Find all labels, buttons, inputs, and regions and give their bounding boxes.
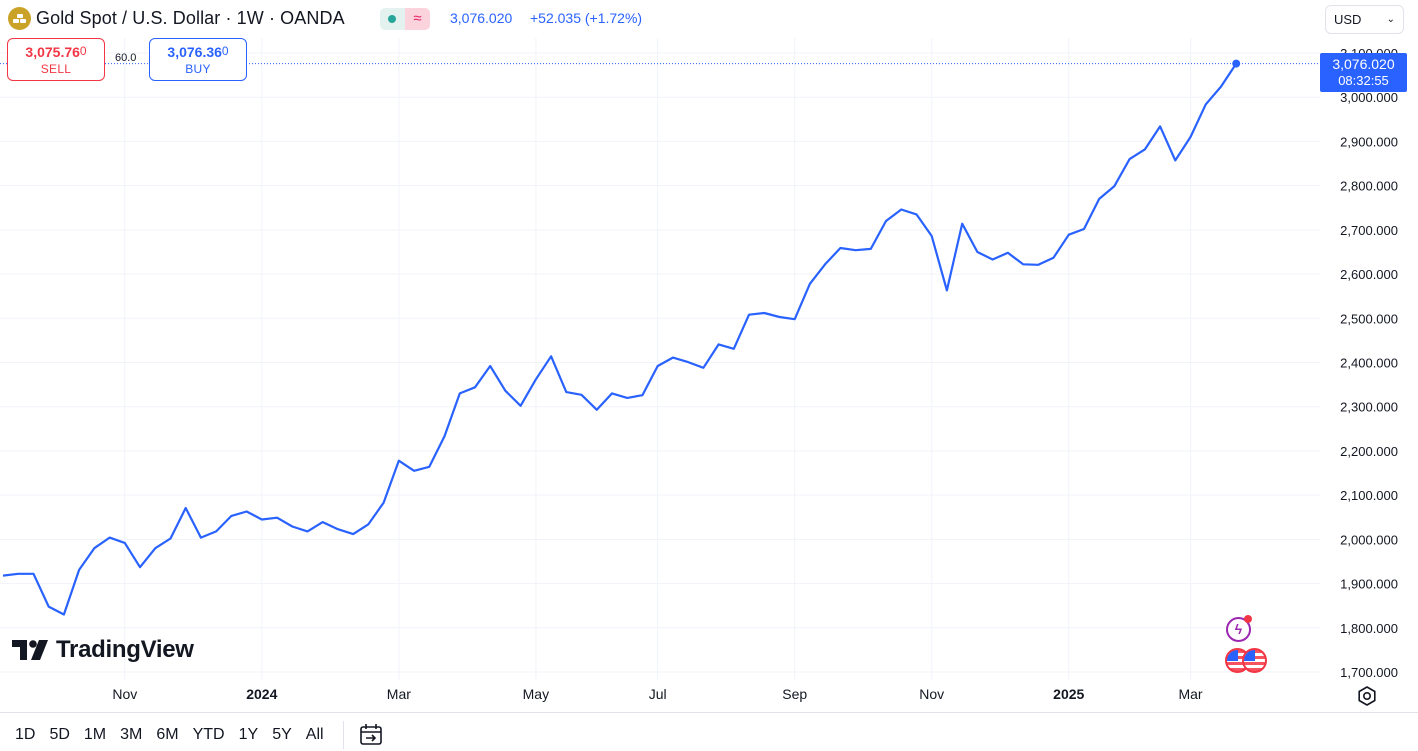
buy-price: 3,076.360 [167, 44, 229, 60]
y-tick-label: 2,100.000 [1340, 488, 1398, 503]
currency-select[interactable]: USD ⌄ [1325, 5, 1404, 34]
tradingview-logo[interactable]: TradingView [12, 636, 194, 664]
date-range-tabs: 1D 5D 1M 3M 6M YTD 1Y 5Y All [8, 722, 331, 748]
chevron-down-icon: ⌄ [1386, 14, 1395, 25]
bottom-toolbar-divider [0, 712, 1418, 713]
range-3m[interactable]: 3M [120, 726, 143, 743]
market-open-icon[interactable] [380, 8, 405, 30]
last-point [1232, 59, 1241, 68]
buy-label: BUY [185, 62, 211, 76]
data-delay-icon[interactable]: ≈ [405, 8, 430, 30]
settings-gear-icon[interactable] [1356, 685, 1378, 707]
x-tick-label: May [523, 686, 549, 702]
symbol-title[interactable]: Gold Spot / U.S. Dollar · 1W · OANDA [36, 8, 345, 28]
range-ytd[interactable]: YTD [192, 726, 225, 743]
x-tick-label: Mar [1178, 686, 1202, 702]
range-1y[interactable]: 1Y [238, 726, 259, 743]
grid-lines [0, 38, 1320, 680]
range-5d[interactable]: 5D [49, 726, 70, 743]
y-tick-label: 2,600.000 [1340, 267, 1398, 282]
y-tick-label: 2,000.000 [1340, 532, 1398, 547]
notification-dot [1244, 615, 1252, 623]
price-chart[interactable]: 1,700.000 1,800.000 1,900.000 2,000.000 2,10… [0, 0, 1418, 712]
range-all[interactable]: All [305, 726, 324, 743]
market-status-badges[interactable]: ≈ [380, 8, 430, 30]
last-price-tag-value: 3,076.020 [1332, 56, 1395, 72]
gold-symbol-icon [8, 7, 31, 30]
series-line-gold [2, 62, 1238, 616]
y-tick-label: 2,700.000 [1340, 223, 1398, 238]
y-tick-label: 2,300.000 [1340, 400, 1398, 415]
x-tick-label: 2024 [246, 686, 277, 702]
y-tick-label: 1,800.000 [1340, 621, 1398, 636]
spread-value: 60.0 [115, 52, 137, 64]
y-tick-label: 1,900.000 [1340, 577, 1398, 592]
last-price-tag: 3,076.020 08:32:55 [1320, 53, 1407, 92]
header-price-change: +52.035 (+1.72%) [530, 10, 643, 26]
time-axis[interactable]: oNov2024MarMayJulSepNov2025Mar [0, 686, 1203, 702]
currency-value: USD [1334, 12, 1362, 27]
y-tick-label: 2,800.000 [1340, 179, 1398, 194]
x-tick-label: 2025 [1053, 686, 1084, 702]
y-tick-label: 2,900.000 [1340, 134, 1398, 149]
range-6m[interactable]: 6M [156, 726, 179, 743]
y-tick-label: 1,700.000 [1340, 665, 1398, 680]
x-tick-label: Nov [112, 686, 137, 702]
x-tick-label: Sep [782, 686, 807, 702]
sell-button[interactable]: 3,075.760 SELL [7, 38, 105, 81]
y-tick-label: 2,400.000 [1340, 356, 1398, 371]
header-last-price: 3,076.020 [450, 10, 513, 26]
toolbar-separator [343, 721, 344, 749]
sell-label: SELL [40, 62, 72, 76]
x-tick-label: Nov [919, 686, 944, 702]
us-flag-event-icon[interactable] [1242, 648, 1267, 673]
go-to-date-calendar-icon[interactable] [358, 722, 384, 748]
range-1d[interactable]: 1D [15, 726, 36, 743]
price-axis[interactable]: 1,700.000 1,800.000 1,900.000 2,000.000 2,10… [1340, 46, 1398, 680]
flash-event-icon[interactable]: ϟ [1226, 617, 1251, 642]
buy-button[interactable]: 3,076.360 BUY [149, 38, 247, 81]
y-tick-label: 3,000.000 [1340, 90, 1398, 105]
range-5y[interactable]: 5Y [272, 726, 292, 743]
y-tick-label: 2,200.000 [1340, 444, 1398, 459]
tradingview-mark-icon [12, 640, 48, 660]
sell-price: 3,075.760 [25, 44, 87, 60]
bar-countdown: 08:32:55 [1338, 73, 1389, 88]
range-1m[interactable]: 1M [83, 726, 107, 743]
x-tick-label: Mar [387, 686, 411, 702]
y-tick-label: 2,500.000 [1340, 311, 1398, 326]
tradingview-logo-text: TradingView [56, 636, 194, 663]
x-tick-label: Jul [649, 686, 667, 702]
